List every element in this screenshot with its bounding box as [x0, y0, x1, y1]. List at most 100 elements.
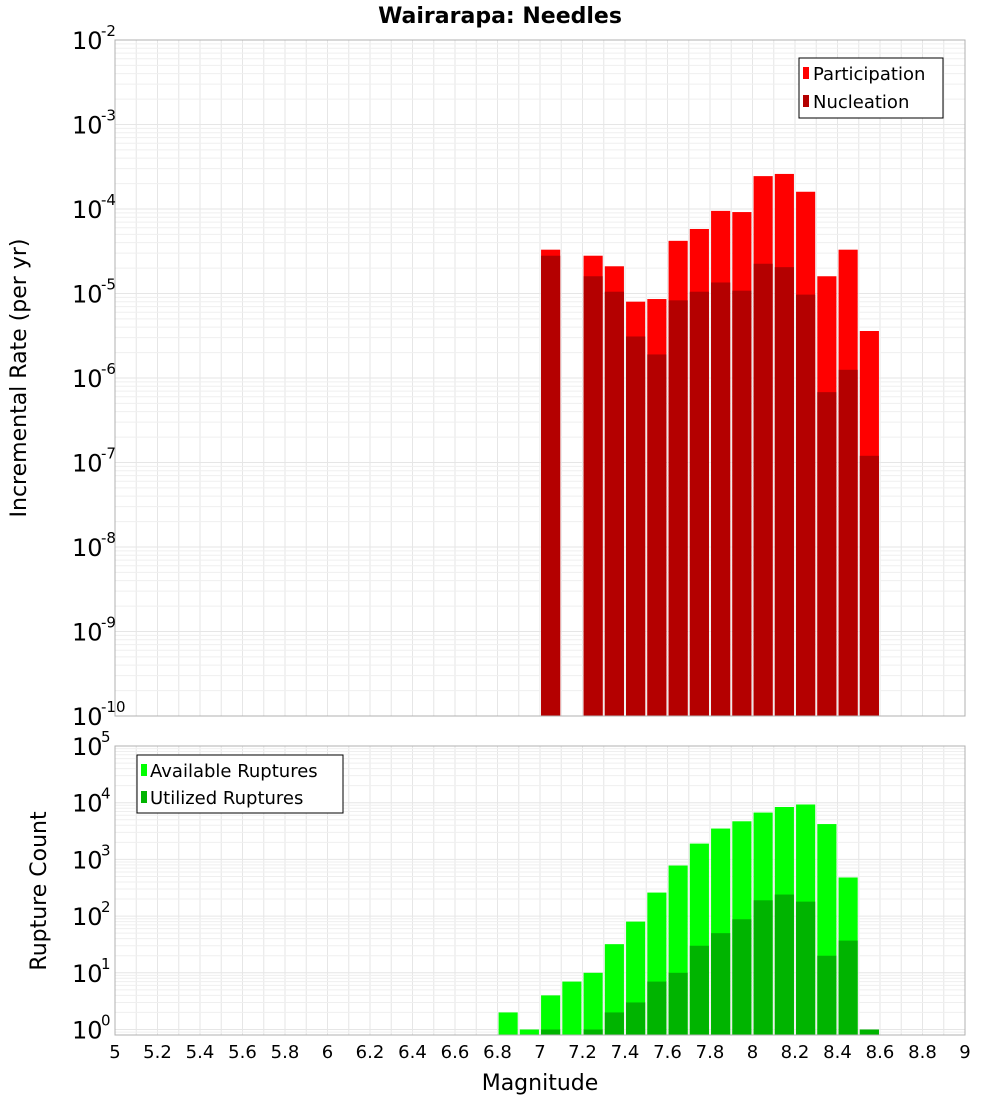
top-bar-nucleation: [774, 267, 794, 716]
top-y-tick-exponent: -2: [101, 22, 116, 40]
bottom-bar-available-ruptures: [604, 944, 624, 1035]
top-bar-nucleation: [626, 336, 646, 716]
bottom-bar-utilized-ruptures: [626, 1002, 646, 1035]
x-tick-label: 9: [959, 1042, 970, 1063]
top-bar-nucleation: [796, 294, 816, 716]
bottom-bar-utilized-ruptures: [668, 972, 688, 1035]
x-tick-label: 5: [109, 1042, 120, 1063]
bottom-y-tick-exponent: 4: [101, 785, 111, 803]
top-y-tick-exponent: -8: [101, 529, 116, 547]
top-bar-nucleation: [711, 282, 731, 716]
x-tick-label: 8.6: [866, 1042, 895, 1063]
x-tick-label: 7: [534, 1042, 545, 1063]
top-y-tick-exponent: -7: [101, 445, 116, 463]
bottom-y-tick-label: 10: [72, 733, 103, 761]
bottom-y-tick-exponent: 3: [101, 841, 111, 859]
top-y-tick-label: 10: [72, 196, 103, 224]
bottom-legend-box: [136, 754, 344, 814]
top-y-tick-exponent: -6: [101, 360, 116, 378]
top-bar-nucleation: [647, 354, 667, 716]
bottom-bar-available-ruptures: [519, 1029, 539, 1035]
bottom-bar-utilized-ruptures: [541, 1029, 561, 1035]
top-plot-frame: [114, 39, 966, 717]
bottom-bar-utilized-ruptures: [838, 940, 858, 1035]
top-y-tick-exponent: -9: [101, 614, 116, 632]
x-tick-label: 7.4: [611, 1042, 640, 1063]
top-bar-nucleation: [838, 369, 858, 716]
bottom-bar-utilized-ruptures: [817, 955, 837, 1035]
x-tick-label: 6.8: [483, 1042, 512, 1063]
bottom-bar-utilized-ruptures: [647, 981, 667, 1035]
x-axis-title: Magnitude: [482, 1071, 599, 1096]
bottom-y-tick-label: 10: [72, 903, 103, 931]
top-y-tick-exponent: -10: [101, 698, 126, 716]
top-bar-nucleation: [583, 276, 603, 716]
bottom-y-axis-title: Rupture Count: [27, 811, 52, 971]
top-grid: [114, 39, 966, 717]
bottom-bar-utilized-ruptures: [583, 1029, 603, 1035]
top-legend: Participation Nucleation: [798, 57, 944, 119]
bottom-y-tick-label: 10: [72, 1017, 103, 1045]
legend-label-available: Available Ruptures: [150, 761, 318, 782]
top-legend-box: [798, 57, 944, 119]
bottom-bar-available-ruptures: [583, 972, 603, 1035]
top-bar-nucleation: [541, 255, 561, 716]
bottom-y-tick-label: 10: [72, 790, 103, 818]
bottom-bar-utilized-ruptures: [604, 1012, 624, 1035]
x-tick-label: 7.2: [568, 1042, 597, 1063]
legend-label-utilized: Utilized Ruptures: [150, 788, 303, 809]
x-tick-label: 7.6: [653, 1042, 682, 1063]
bottom-y-tick-exponent: 0: [101, 1012, 111, 1030]
bottom-legend: Available Ruptures Utilized Ruptures: [136, 754, 344, 814]
top-bar-nucleation: [732, 290, 752, 716]
x-tick-label: 8.4: [823, 1042, 852, 1063]
legend-swatch-participation: [803, 67, 809, 79]
bottom-bar-utilized-ruptures: [732, 919, 752, 1035]
top-y-tick-label: 10: [72, 619, 103, 647]
bottom-plot-frame: [114, 745, 966, 1036]
top-y-tick-label: 10: [72, 450, 103, 478]
top-y-tick-label: 10: [72, 27, 103, 55]
top-y-tick-label: 10: [72, 281, 103, 309]
bottom-bar-utilized-ruptures: [859, 1029, 879, 1035]
bottom-bar-utilized-ruptures: [753, 900, 773, 1035]
bottom-bar-utilized-ruptures: [796, 901, 816, 1035]
x-tick-label: 8.2: [781, 1042, 810, 1063]
bottom-y-tick-exponent: 2: [101, 898, 111, 916]
top-y-axis-title: Incremental Rate (per yr): [7, 239, 32, 518]
top-y-tick-label: 10: [72, 534, 103, 562]
x-tick-label: 5.2: [143, 1042, 172, 1063]
top-bars: [541, 173, 879, 717]
legend-label-nucleation: Nucleation: [813, 92, 909, 113]
bottom-grid: [114, 745, 966, 1036]
bottom-bars: [498, 804, 879, 1035]
top-y-tick-label: 10: [72, 365, 103, 393]
x-tick-label: 8.8: [908, 1042, 937, 1063]
x-tick-label: 6.4: [398, 1042, 427, 1063]
top-bar-nucleation: [817, 392, 837, 716]
x-tick-label: 5.4: [186, 1042, 215, 1063]
legend-swatch-nucleation: [803, 95, 809, 107]
bottom-y-tick-exponent: 1: [101, 955, 111, 973]
bottom-bar-utilized-ruptures: [689, 945, 709, 1035]
x-tick-label: 5.8: [271, 1042, 300, 1063]
bottom-y-tick-exponent: 5: [101, 728, 111, 746]
bottom-bar-utilized-ruptures: [711, 933, 731, 1035]
bottom-bar-available-ruptures: [562, 981, 582, 1035]
bottom-bar-utilized-ruptures: [774, 894, 794, 1035]
chart-title: Wairarapa: Needles: [378, 4, 622, 29]
bottom-y-tick-label: 10: [72, 846, 103, 874]
bottom-bar-available-ruptures: [498, 1012, 518, 1035]
top-bar-nucleation: [668, 300, 688, 716]
x-tick-label: 8: [747, 1042, 758, 1063]
x-tick-label: 6: [322, 1042, 333, 1063]
top-bar-nucleation: [753, 263, 773, 716]
x-tick-label: 6.2: [356, 1042, 385, 1063]
bottom-y-tick-label: 10: [72, 960, 103, 988]
top-bar-nucleation: [604, 291, 624, 716]
legend-label-participation: Participation: [813, 64, 925, 85]
